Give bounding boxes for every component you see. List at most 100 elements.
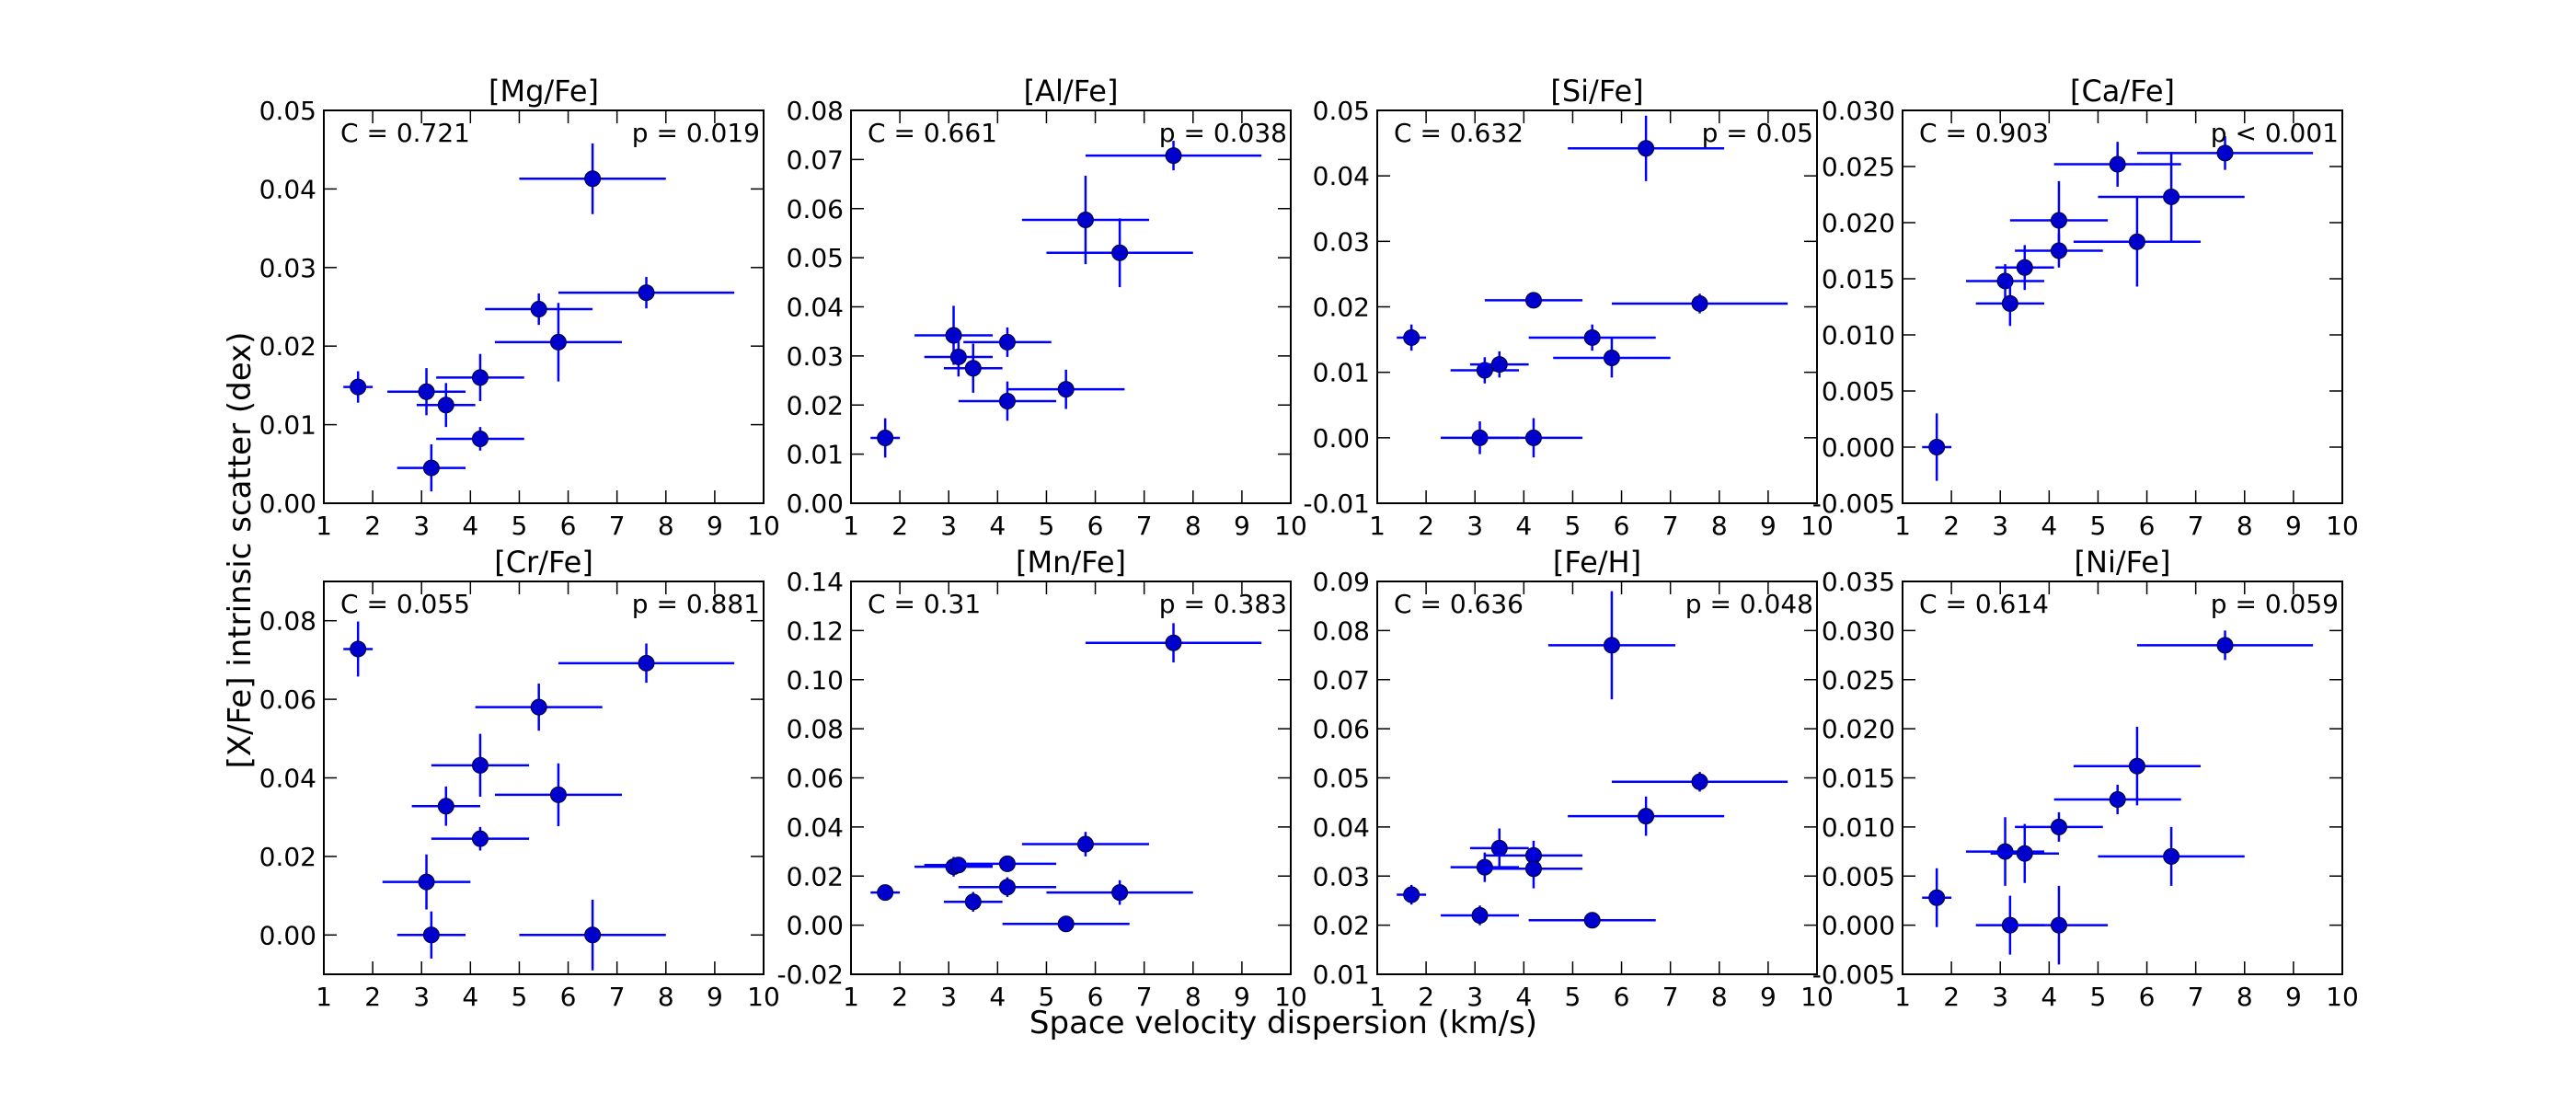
y-tick-label: 0.010	[1822, 320, 1895, 351]
data-point	[530, 698, 547, 716]
x-tick-label: 4	[1515, 511, 1532, 541]
x-tick-label: 4	[989, 982, 1006, 1012]
x-tick-label: 9	[1234, 982, 1250, 1012]
data-point	[1691, 773, 1708, 790]
correlation-label: C = 0.903	[1919, 118, 2049, 148]
data-point	[422, 926, 440, 944]
x-tick-label: 9	[707, 511, 723, 541]
axes-frame	[850, 581, 1292, 975]
y-tick-label: 0.02	[1313, 911, 1370, 941]
y-tick-label: 0.08	[259, 606, 316, 637]
data-point	[1076, 835, 1094, 853]
data-point	[2016, 845, 2033, 862]
data-point	[350, 640, 367, 658]
data-point	[1638, 808, 1655, 825]
data-point	[1057, 915, 1075, 933]
y-tick-label: 0.000	[1822, 911, 1895, 941]
data-point	[437, 798, 454, 815]
data-point	[2109, 155, 2126, 173]
x-tick-label: 1	[1369, 982, 1386, 1012]
correlation-label: C = 0.614	[1919, 589, 2049, 619]
data-point	[350, 378, 367, 396]
y-tick-label: 0.05	[259, 96, 316, 126]
correlation-label: C = 0.632	[1394, 118, 1524, 148]
data-point	[2001, 294, 2018, 312]
x-tick-label: 3	[413, 982, 430, 1012]
x-tick-label: 2	[891, 511, 908, 541]
y-tick-label: 0.10	[787, 665, 844, 696]
x-tick-label: 10	[747, 982, 780, 1012]
x-tick-label: 5	[1039, 982, 1055, 1012]
x-tick-label: 10	[1800, 511, 1834, 541]
x-tick-label: 2	[1418, 982, 1434, 1012]
x-tick-label: 10	[747, 511, 780, 541]
x-tick-label: 3	[1992, 511, 2008, 541]
y-tick-label: 0.02	[1313, 293, 1370, 323]
p-value-label: p < 0.001	[2211, 118, 2339, 148]
y-tick-label: -0.005	[1812, 489, 1895, 519]
y-tick-label: 0.05	[1313, 764, 1370, 794]
data-point	[437, 397, 454, 414]
x-tick-label: 2	[364, 511, 381, 541]
data-point	[1076, 212, 1094, 229]
axes-frame	[1902, 581, 2343, 975]
panel-title: [Ni/Fe]	[2075, 545, 2171, 580]
y-tick-label: 0.00	[1313, 423, 1370, 454]
y-tick-label: 0.12	[787, 615, 844, 646]
data-point	[998, 333, 1016, 351]
panel-nife: [Ni/Fe] 1 2 3 4 5 6 7 8 9 10 -0.005 0.000 0.005 0.010 0…	[1812, 545, 2359, 1012]
x-tick-label: 7	[1136, 982, 1153, 1012]
x-tick-label: 4	[2041, 511, 2057, 541]
data-point	[964, 893, 982, 911]
data-point	[1691, 294, 1708, 312]
data-point	[584, 926, 602, 944]
x-tick-label: 3	[1466, 511, 1483, 541]
axes-frame	[323, 109, 765, 504]
x-tick-label: 1	[316, 982, 332, 1012]
p-value-label: p = 0.05	[1702, 118, 1813, 148]
data-point	[1490, 356, 1508, 374]
y-tick-label: 0.02	[259, 842, 316, 872]
x-tick-label: 3	[940, 511, 957, 541]
data-point	[1928, 439, 1946, 455]
x-tick-label: 5	[1565, 511, 1581, 541]
x-tick-label: 7	[609, 982, 626, 1012]
y-tick-label: 0.04	[259, 174, 316, 204]
data-point	[2050, 212, 2067, 229]
x-tick-label: 10	[1274, 982, 1307, 1012]
x-tick-label: 9	[707, 982, 723, 1012]
panel-feh: [Fe/H] 1 2 3 4 5 6 7 8 9 10 0.01 0.02 0.03 0.04 0.05 0.0…	[1313, 545, 1834, 1012]
x-tick-label: 2	[1418, 511, 1434, 541]
y-tick-label: 0.02	[259, 331, 316, 362]
y-tick-label: 0.05	[1313, 96, 1370, 126]
x-tick-label: 9	[1760, 511, 1777, 541]
y-axis-label: [X/Fe] intrinsic scatter (dex)	[222, 332, 259, 769]
data-point	[638, 284, 655, 302]
correlation-label: C = 0.055	[340, 589, 470, 619]
p-value-label: p = 0.881	[632, 589, 760, 619]
x-tick-label: 2	[891, 982, 908, 1012]
y-tick-label: 0.01	[787, 440, 844, 470]
x-tick-label: 2	[364, 982, 381, 1012]
data-point	[2109, 790, 2126, 808]
y-tick-label: -0.02	[777, 960, 844, 990]
data-point	[1524, 292, 1542, 309]
data-point	[530, 301, 547, 318]
data-point	[1524, 860, 1542, 878]
y-tick-label: 0.02	[787, 390, 844, 420]
x-tick-label: 6	[2139, 511, 2156, 541]
data-point	[1111, 244, 1129, 261]
x-tick-label: 8	[658, 511, 674, 541]
data-point	[471, 430, 489, 447]
axes-frame	[850, 109, 1292, 504]
x-tick-label: 3	[1466, 982, 1483, 1012]
data-point	[2216, 637, 2234, 654]
data-point	[998, 879, 1016, 896]
x-tick-label: 7	[2188, 982, 2204, 1012]
x-tick-label: 4	[462, 982, 478, 1012]
data-point	[418, 873, 435, 891]
y-tick-label: 0.00	[259, 920, 316, 950]
p-value-label: p = 0.038	[1159, 118, 1287, 148]
axes-frame	[1376, 109, 1818, 504]
y-tick-label: 0.005	[1822, 376, 1895, 407]
